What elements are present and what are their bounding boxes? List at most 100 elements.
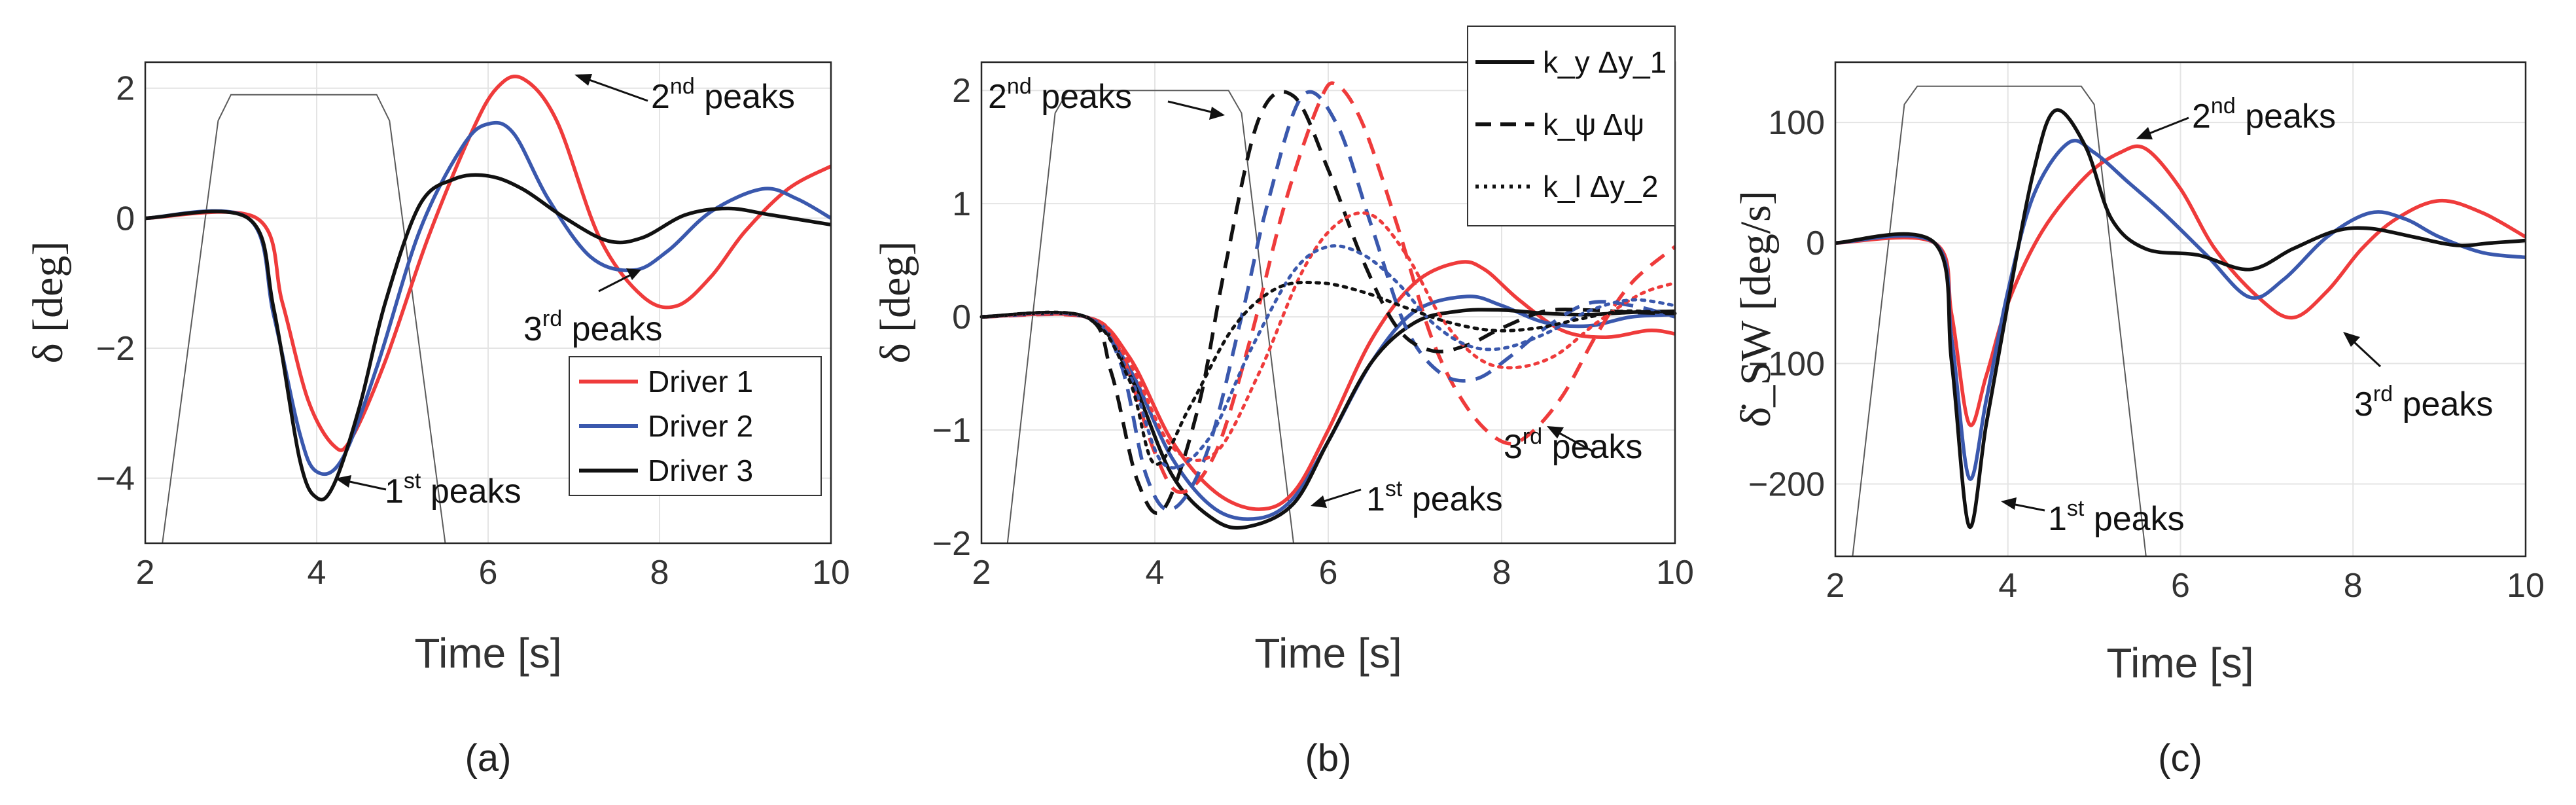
annotation-arrow: [1321, 488, 1362, 503]
annotation-sup: rd: [1523, 424, 1542, 449]
annotation-sup: rd: [542, 306, 562, 331]
annotation-third-peaks-c: 3rd peaks: [2343, 332, 2493, 423]
series-line-driver-3-k-l-y-2: [979, 281, 1677, 466]
series-line-driver-3-k: [981, 90, 1676, 515]
legend-label-driver-1: Driver 1: [648, 365, 753, 399]
arrow-head-icon: [1311, 495, 1327, 508]
annotation-arrow: [2147, 116, 2189, 135]
x-tick-label: 8: [2344, 567, 2363, 605]
arrow-head-icon: [626, 268, 641, 280]
arrow-head-icon: [574, 74, 592, 86]
svg-text:3rd peaks: 3rd peaks: [1504, 424, 1642, 466]
y-axis-label-a: δ [deg]: [24, 241, 72, 364]
annotation-sup: st: [2067, 496, 2085, 521]
annotation-base: 1: [1366, 480, 1385, 518]
x-tick-label: 4: [308, 554, 326, 592]
y-tick-label: −2: [96, 330, 135, 368]
annotation-arrow: [346, 480, 387, 491]
annotation-sup: nd: [1007, 74, 1032, 99]
annotation-rest: peaks: [1032, 78, 1132, 116]
y-tick-label: 2: [116, 70, 135, 108]
annotation-base: 2: [651, 78, 670, 116]
svg-text:1st peaks: 1st peaks: [1366, 476, 1503, 518]
input-window-outline: [162, 94, 446, 544]
annotation-base: 2: [988, 78, 1007, 116]
x-tick-label: 6: [479, 554, 498, 592]
y-tick-label: −4: [96, 460, 135, 498]
annotation-arrow: [598, 274, 631, 293]
input-window-outline: [1852, 85, 2147, 557]
annotation-second-peaks-a: 2nd peaks: [574, 74, 795, 116]
annotation-base: 1: [2048, 500, 2067, 538]
annotation-rest: peaks: [2236, 98, 2336, 135]
annotation-first-peaks-c: 1st peaks: [2001, 496, 2185, 538]
legend-a: Driver 1 Driver 2 Driver 3: [569, 356, 822, 496]
y-tick-label: 0: [952, 298, 971, 336]
arrow-head-icon: [2343, 332, 2360, 347]
legend-label-ky: k_y Δy_1: [1543, 45, 1667, 79]
y-axis-label-b: δ [deg]: [872, 241, 919, 364]
x-tick-label: 2: [1826, 567, 1845, 605]
svg-text:3rd peaks: 3rd peaks: [2354, 382, 2493, 423]
series-line-driver-1-k: [981, 81, 1676, 494]
arrow-head-icon: [1209, 107, 1225, 120]
panel-a: 2 4 6 8 10−4−202 Time [s] δ [deg] (a) 2nd pe…: [24, 61, 850, 779]
annotation-arrow: [1167, 100, 1214, 114]
y-tick-label: 0: [116, 200, 135, 238]
annotation-rest: peaks: [1542, 428, 1642, 466]
series-line-driver-2-k: [981, 90, 1676, 512]
series-line-driver-1: [145, 74, 832, 452]
y-tick-label: −1: [932, 412, 971, 450]
series-line-driver-1: [1835, 144, 2527, 427]
annotation-sup: nd: [670, 74, 695, 99]
annotation-first-peaks-b: 1st peaks: [1311, 476, 1503, 518]
arrow-head-icon: [335, 475, 351, 488]
annotation-base: 3: [523, 310, 542, 348]
annotation-arrow: [585, 77, 648, 102]
y-tick-label: −200: [1748, 466, 1825, 504]
series-line-driver-2: [1835, 139, 2526, 481]
plot-frame-a: [144, 61, 832, 545]
y-tick-label: 2: [952, 72, 971, 110]
annotation-rest: peaks: [1402, 480, 1502, 518]
arrow-head-icon: [2001, 497, 2017, 510]
y-axis-label-c: δ̇_SW [deg/s]: [1732, 190, 1780, 427]
annotation-arrow: [2011, 503, 2045, 512]
y-tick-label: 0: [1806, 224, 1825, 262]
y-tick-label: 100: [1768, 104, 1825, 142]
series-line-driver-1-k-l-y-2: [979, 211, 1677, 462]
x-axis-label-a: Time [s]: [414, 630, 561, 677]
annotation-rest: peaks: [2084, 500, 2184, 538]
annotation-rest: peaks: [562, 310, 662, 348]
y-tick-label: −100: [1748, 345, 1825, 383]
x-tick-label: 8: [1492, 554, 1511, 592]
annotation-arrow: [2351, 339, 2382, 368]
x-tick-label: 10: [2507, 567, 2545, 605]
panel-label-c: (c): [2158, 737, 2202, 779]
panel-c: 2 4 6 8 10 −200 −100 0 100 Time [s] δ̇_SW [deg/s…: [1732, 61, 2545, 779]
svg-text:2nd peaks: 2nd peaks: [988, 74, 1132, 116]
plot-frame-c: [1834, 61, 2527, 558]
svg-text:1st peaks: 1st peaks: [2048, 496, 2185, 538]
annotation-first-peaks-a: 1st peaks: [335, 469, 521, 510]
panel-label-a: (a): [465, 737, 512, 779]
arrow-head-icon: [2136, 127, 2153, 139]
annotation-second-peaks-b: 2nd peaks: [988, 74, 1225, 120]
annotation-rest: peaks: [695, 78, 795, 116]
x-tick-label: 6: [1319, 554, 1338, 592]
annotation-base: 3: [1504, 428, 1523, 466]
arrow-head-icon: [1547, 426, 1564, 438]
x-tick-label: 2: [136, 554, 155, 592]
annotation-sup: rd: [2373, 382, 2393, 406]
panel-label-b: (b): [1305, 737, 1352, 779]
x-tick-label: 4: [1998, 567, 2017, 605]
svg-text:1st peaks: 1st peaks: [385, 469, 521, 510]
annotation-rest: peaks: [2393, 385, 2493, 423]
x-axis-label-c: Time [s]: [2106, 639, 2253, 687]
legend-label-driver-3: Driver 3: [648, 454, 753, 488]
annotation-second-peaks-c: 2nd peaks: [2136, 94, 2336, 139]
annotation-sup: nd: [2211, 94, 2236, 118]
x-tick-label: 4: [1146, 554, 1165, 592]
